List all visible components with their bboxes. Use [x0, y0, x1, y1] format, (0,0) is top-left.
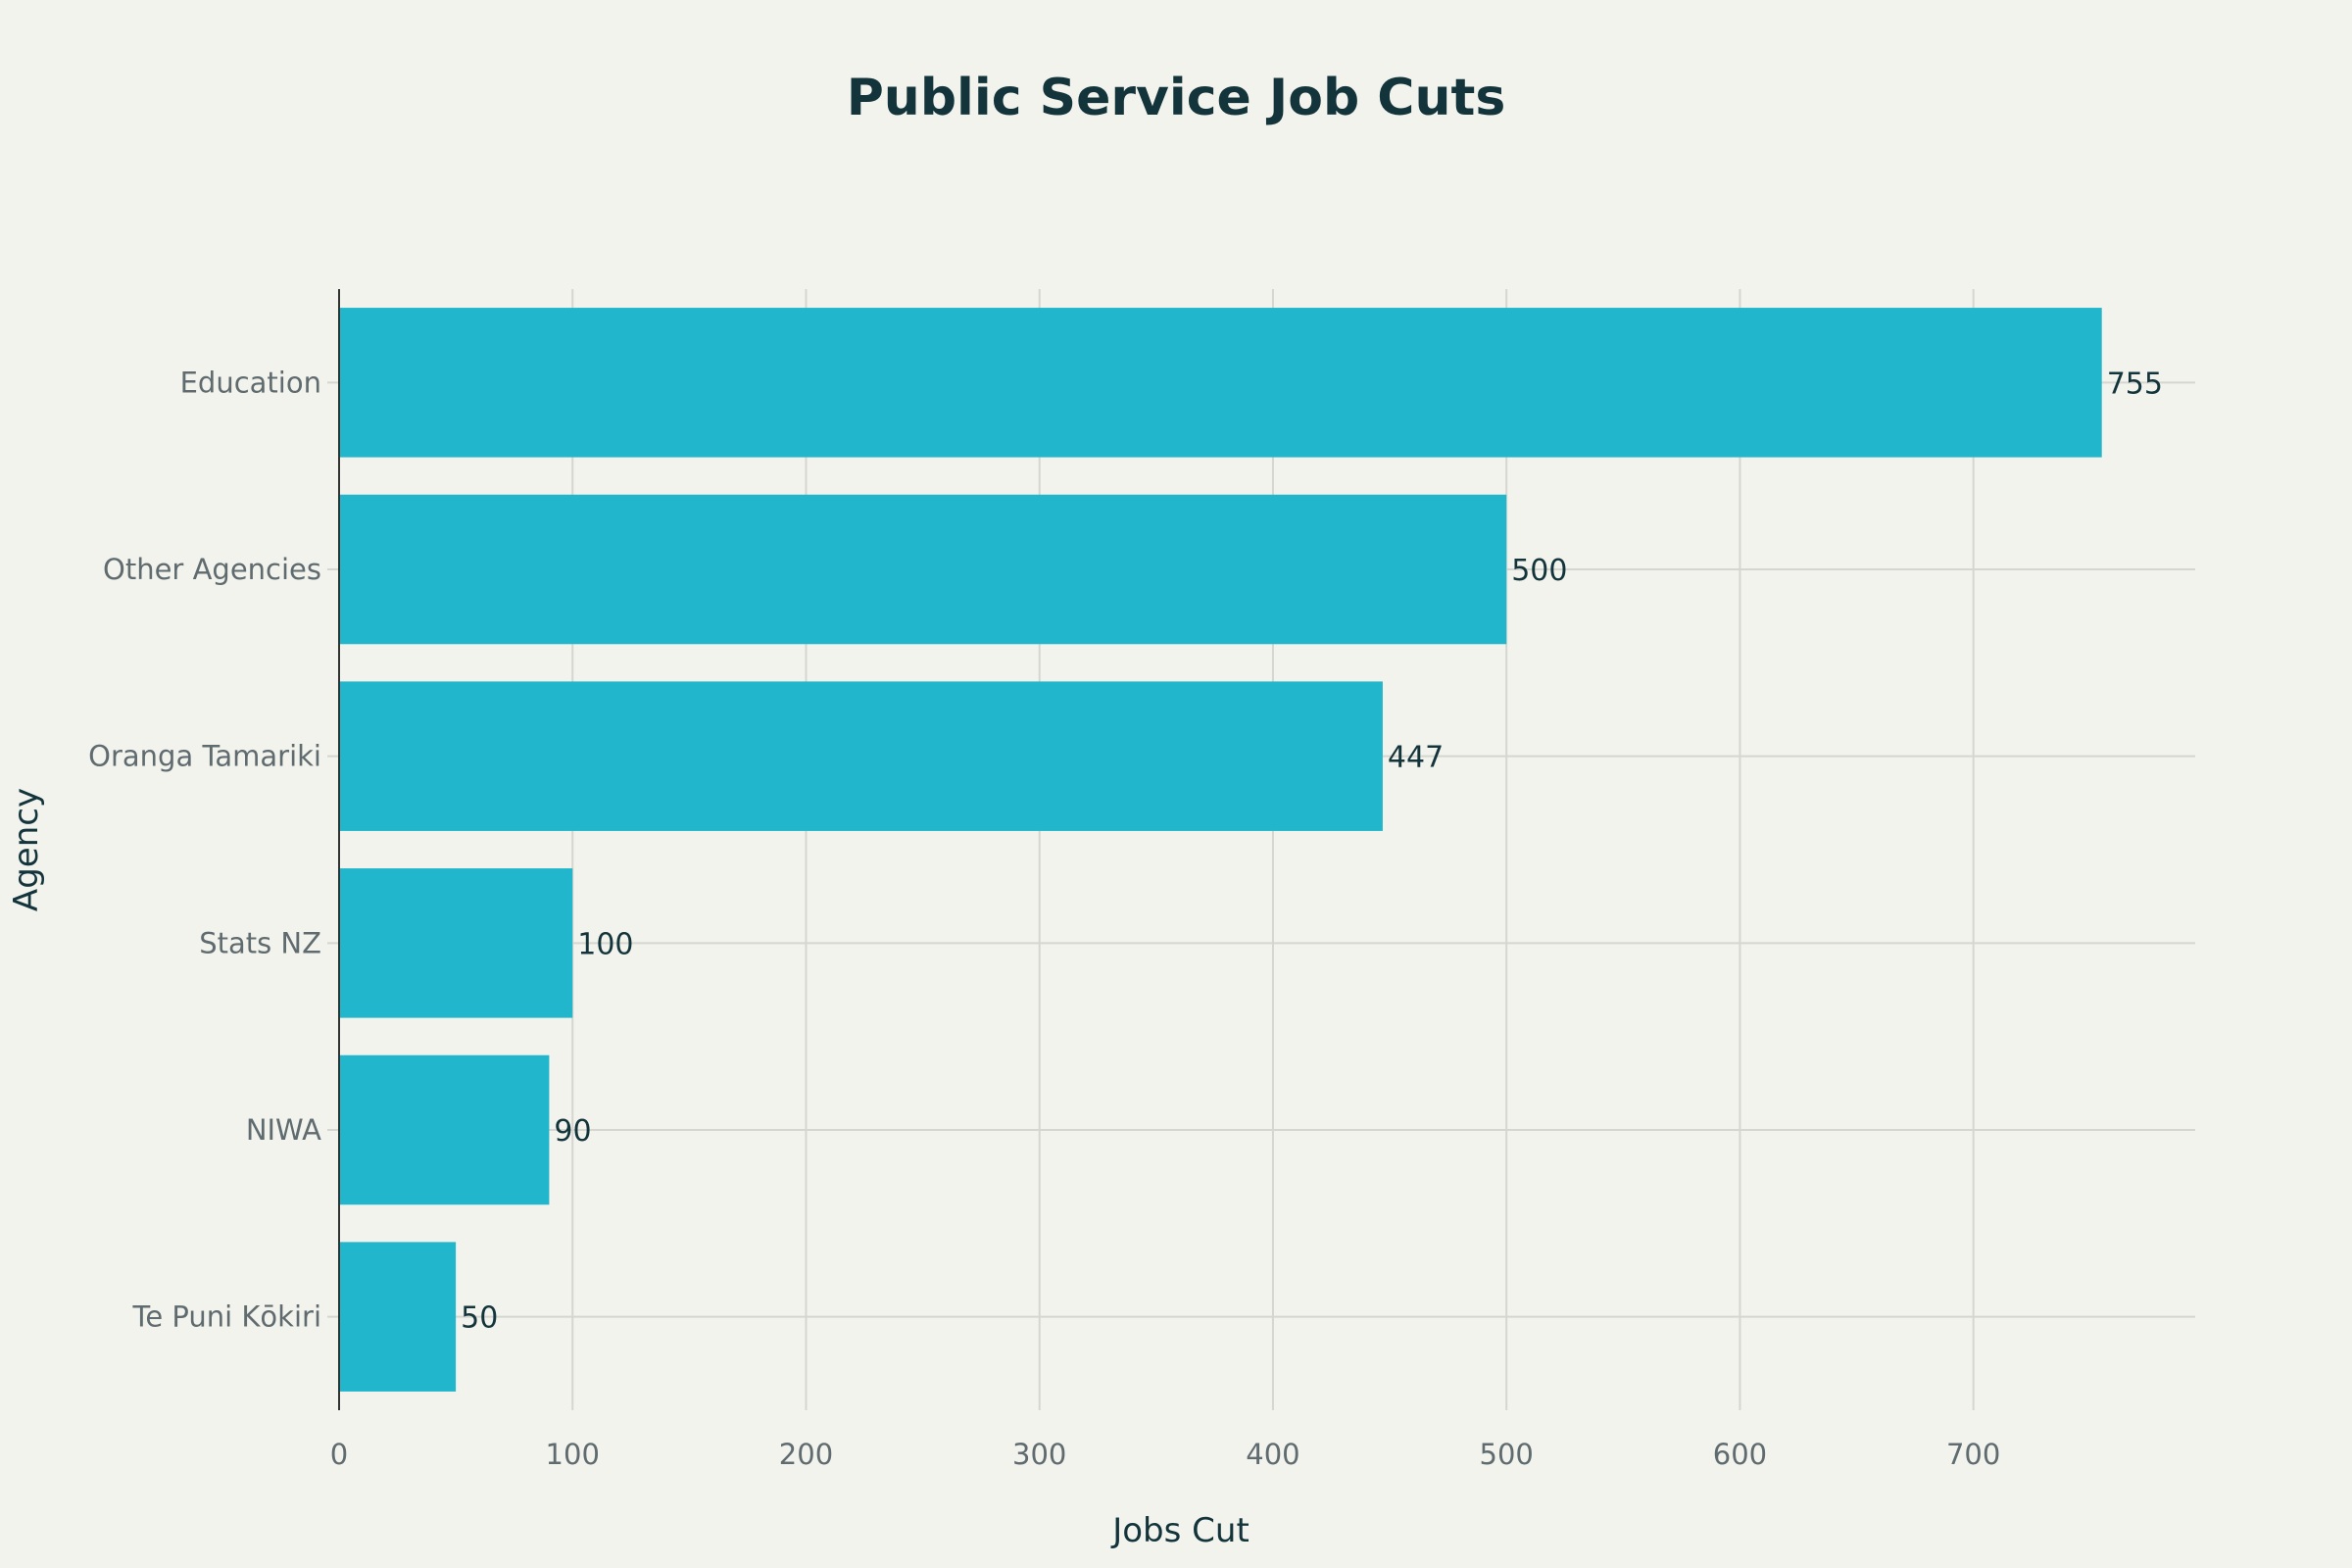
data-label: 90: [554, 1114, 591, 1149]
data-label: 755: [2107, 367, 2163, 401]
y-tick-label: Stats NZ: [199, 926, 321, 959]
y-tick-label: Other Agencies: [103, 553, 321, 586]
x-tick-label: 300: [1012, 1438, 1066, 1471]
x-tick-label: 400: [1246, 1438, 1299, 1471]
bar: [339, 1054, 550, 1205]
x-tick-label: 500: [1480, 1438, 1534, 1471]
data-label: 500: [1511, 554, 1567, 588]
bar: [339, 681, 1383, 831]
bar: [339, 494, 1507, 645]
x-tick-labels: 0 100 200 300 400 500 600 700: [330, 1438, 2001, 1471]
x-tick-label: 600: [1713, 1438, 1767, 1471]
x-tick-label: 200: [779, 1438, 833, 1471]
x-axis-title: Jobs Cut: [1110, 1511, 1250, 1550]
x-tick-label: 100: [546, 1438, 600, 1471]
y-tick-labels: Education Other Agencies Oranga Tamariki St…: [88, 366, 321, 1333]
chart-title: Public Service Job Cuts: [847, 69, 1506, 127]
bar: [339, 868, 573, 1018]
y-tick-label: Te Puni Kōkiri: [132, 1300, 321, 1334]
y-tick-label: NIWA: [246, 1113, 321, 1147]
bar: [339, 308, 2102, 458]
x-tick-label: 0: [330, 1438, 348, 1471]
y-tick-label: Education: [180, 366, 321, 399]
y-tick-label: Oranga Tamariki: [88, 740, 321, 773]
x-tick-label: 700: [1946, 1438, 2000, 1471]
bar: [339, 1242, 457, 1392]
data-label: 50: [461, 1301, 498, 1336]
data-label: 447: [1388, 741, 1444, 775]
data-label: 100: [577, 927, 633, 961]
y-axis-title: Agency: [7, 788, 46, 911]
bars: 755 500 447 100 90 50: [339, 308, 2163, 1392]
